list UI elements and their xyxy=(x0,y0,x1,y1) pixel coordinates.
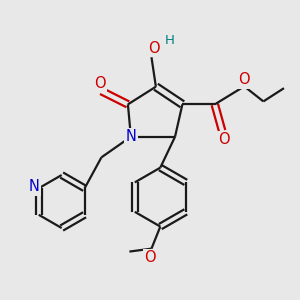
Text: O: O xyxy=(148,41,160,56)
Text: N: N xyxy=(29,179,40,194)
Text: O: O xyxy=(238,72,250,87)
Text: O: O xyxy=(144,250,156,265)
Text: H: H xyxy=(165,34,175,47)
Text: O: O xyxy=(218,132,230,147)
Text: O: O xyxy=(94,76,106,91)
Text: N: N xyxy=(125,129,136,144)
